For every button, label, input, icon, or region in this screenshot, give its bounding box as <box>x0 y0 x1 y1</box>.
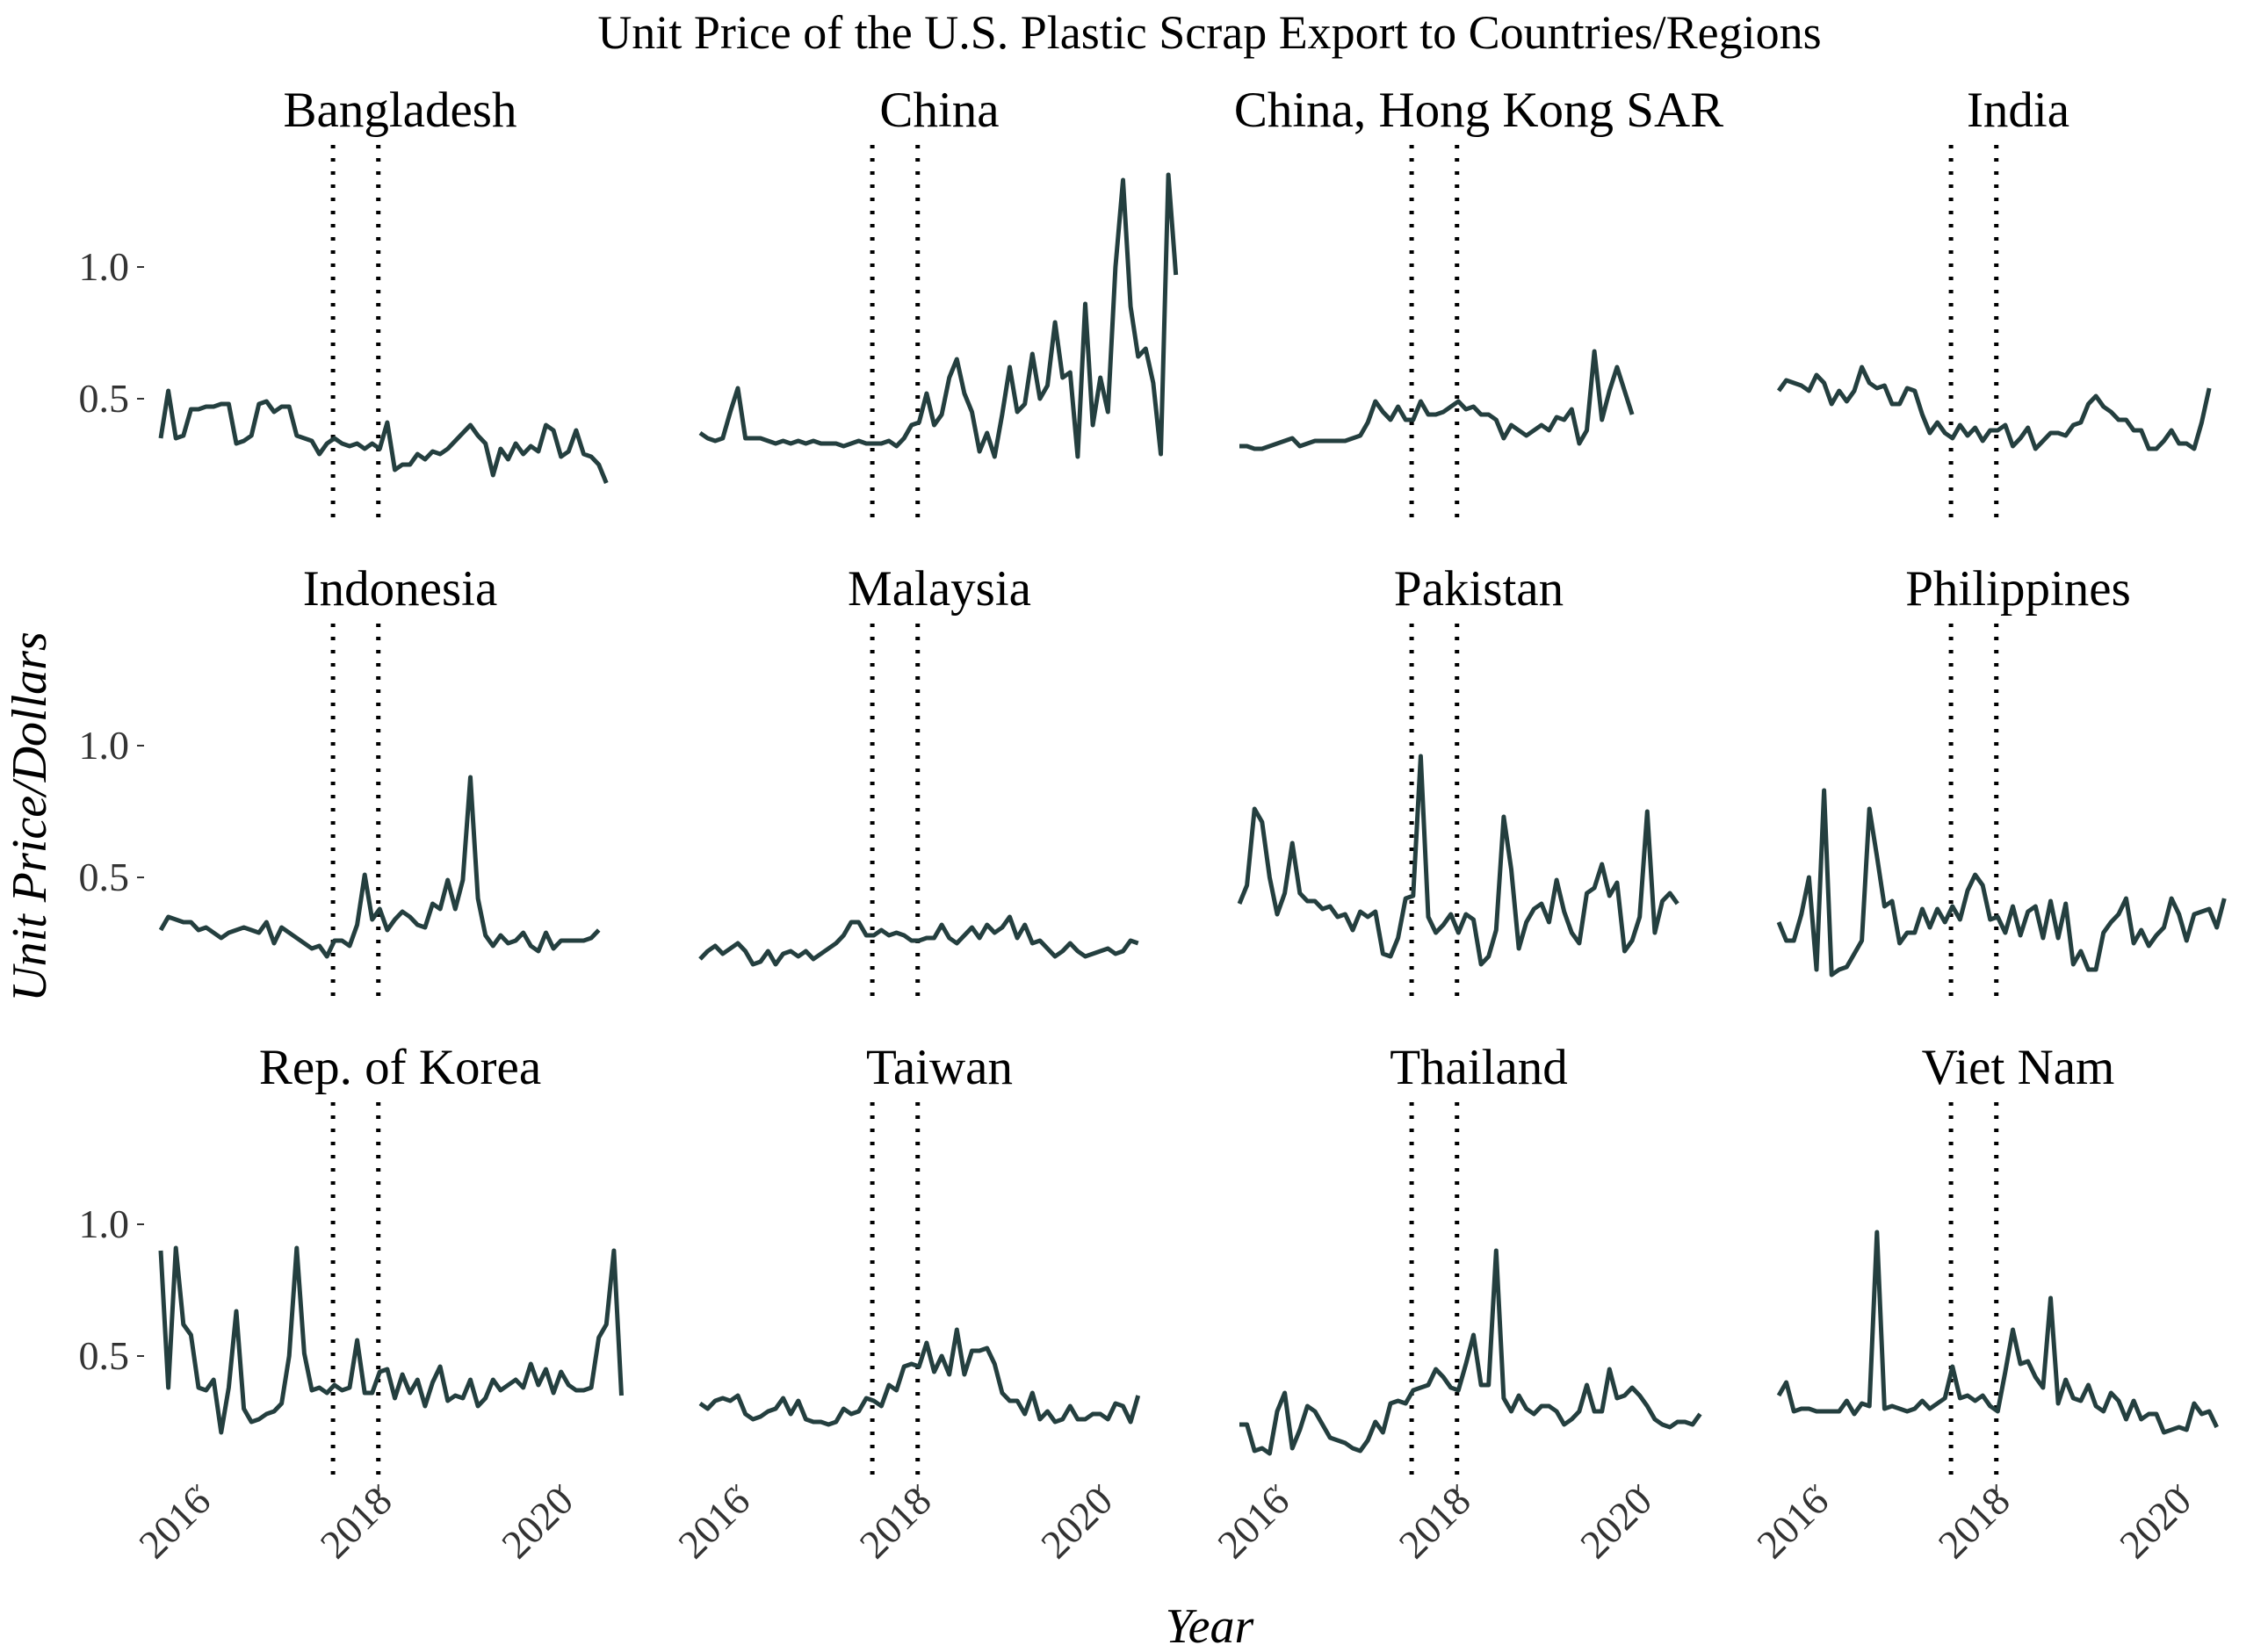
facet-strip-label: China <box>879 83 999 138</box>
series-line <box>698 172 1179 459</box>
facet-panel: India <box>1776 83 2212 527</box>
x-tick-label: 2016 <box>130 1478 219 1567</box>
x-tick-label: 2018 <box>312 1478 401 1567</box>
facet-strip-label: Indonesia <box>303 561 498 617</box>
x-tick-label: 2020 <box>2111 1478 2199 1567</box>
facet-strip-label: Pakistan <box>1394 561 1564 617</box>
series-line <box>1776 364 2212 451</box>
y-tick-label: 0.5 <box>79 1333 130 1378</box>
y-axis-title: Unit Price/Dollars <box>3 631 57 1002</box>
facet-strip-label: Rep. of Korea <box>259 1040 541 1095</box>
facet-strip-label: Bangladesh <box>284 83 517 138</box>
series-line <box>1776 1230 2219 1435</box>
facet-panel: China <box>698 83 1179 527</box>
x-tick-label: 2016 <box>1209 1478 1297 1567</box>
x-tick-label: 2018 <box>1930 1478 2019 1567</box>
facet-strip-label: Thailand <box>1390 1040 1568 1095</box>
x-tick-label: 2020 <box>1032 1478 1121 1567</box>
facet-strip-label: Taiwan <box>866 1040 1013 1095</box>
x-tick-label: 2016 <box>669 1478 758 1567</box>
facet-strip-label: Malaysia <box>848 561 1031 617</box>
x-tick-label: 2018 <box>1390 1478 1479 1567</box>
facet-panel: Rep. of Korea <box>158 1040 624 1484</box>
x-tick-label: 2020 <box>1571 1478 1660 1567</box>
x-axis-title: Year <box>1166 1599 1254 1652</box>
facet-panel: Taiwan <box>698 1040 1141 1484</box>
facet-panel: Pakistan <box>1237 561 1679 1006</box>
facet-strip-label: Philippines <box>1905 561 2131 617</box>
series-line <box>698 914 1139 967</box>
facet-strip-label: Viet Nam <box>1922 1040 2115 1095</box>
facet-strip-label: India <box>1967 83 2069 138</box>
x-tick-label: 2016 <box>1748 1478 1837 1567</box>
facet-strip-label: China, Hong Kong SAR <box>1234 83 1723 138</box>
facet-panel: Thailand <box>1239 1040 1702 1484</box>
x-tick-label: 2018 <box>851 1478 940 1567</box>
facet-panel: Indonesia <box>158 561 601 1006</box>
series-line <box>1239 349 1635 451</box>
y-tick-label: 1.0 <box>79 1201 130 1246</box>
y-tick-label: 1.0 <box>79 244 130 289</box>
facet-panel: Malaysia <box>698 561 1139 1006</box>
series-line <box>1237 754 1679 967</box>
series-line <box>158 775 601 959</box>
y-tick-label: 0.5 <box>79 855 130 899</box>
chart-title: Unit Price of the U.S. Plastic Scrap Exp… <box>597 6 1821 59</box>
facet-panel: Philippines <box>1776 561 2227 1006</box>
facet-panel: China, Hong Kong SAR <box>1234 83 1723 527</box>
facet-panel: Bangladesh <box>158 83 609 527</box>
series-line <box>1776 788 2227 977</box>
series-line <box>698 1327 1141 1427</box>
facet-panel: Viet Nam <box>1776 1040 2219 1484</box>
y-tick-label: 1.0 <box>79 723 130 768</box>
series-line <box>1239 1248 1702 1456</box>
facet-panels: 0.5 1.0 0.5 1.0 0.5 1.0 2016 2018 2020 2016 2018 20… <box>79 83 2227 1567</box>
series-line <box>158 388 609 484</box>
series-line <box>158 1245 624 1435</box>
y-tick-label: 0.5 <box>79 376 130 421</box>
x-tick-label: 2020 <box>493 1478 581 1567</box>
